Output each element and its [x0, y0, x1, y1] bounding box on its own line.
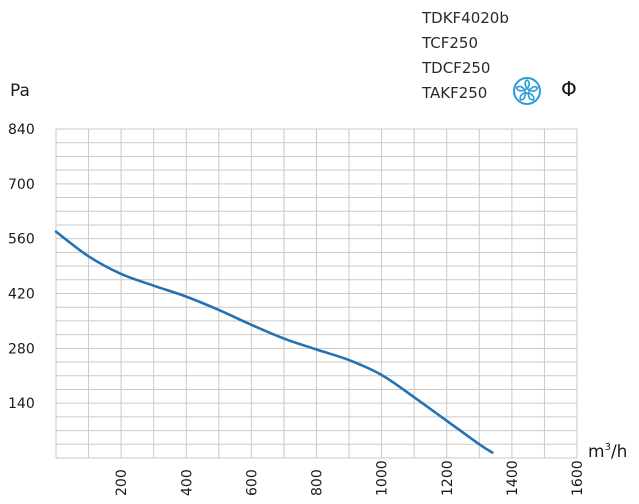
fan-icon — [513, 77, 541, 105]
x-tick-label: 800 — [310, 469, 326, 496]
y-tick-label: 420 — [8, 287, 35, 303]
model-name: TDKF4020b — [422, 9, 509, 27]
x-axis-label: m3/h — [588, 437, 627, 463]
model-name: TAKF250 — [422, 84, 488, 102]
x-tick-label: 400 — [179, 469, 195, 496]
y-tick-label: 840 — [8, 122, 35, 138]
y-axis-label: Pa — [10, 81, 30, 101]
x-axis-label-tail: /h — [610, 442, 628, 462]
model-name: TCF250 — [422, 34, 479, 52]
x-tick-label: 1200 — [440, 460, 456, 496]
x-tick-label: 600 — [244, 469, 260, 496]
x-tick-label: 1400 — [505, 460, 521, 496]
phase-symbol: Φ — [561, 77, 577, 101]
x-tick-label: 1000 — [375, 460, 391, 496]
x-tick-label: 200 — [114, 469, 130, 496]
x-axis-label-base: m — [588, 442, 605, 462]
model-name: TDCF250 — [422, 59, 491, 77]
y-tick-label: 280 — [8, 341, 35, 357]
x-tick-label: 1600 — [570, 460, 586, 496]
series-line — [54, 230, 494, 454]
y-tick-label: 700 — [8, 177, 35, 193]
y-tick-label: 560 — [8, 232, 35, 248]
x-axis-label-sup: 3 — [604, 442, 611, 453]
model-list: TDKF4020b TCF250 TDCF250 TAKF250 — [422, 6, 562, 106]
y-tick-label: 140 — [8, 396, 35, 412]
